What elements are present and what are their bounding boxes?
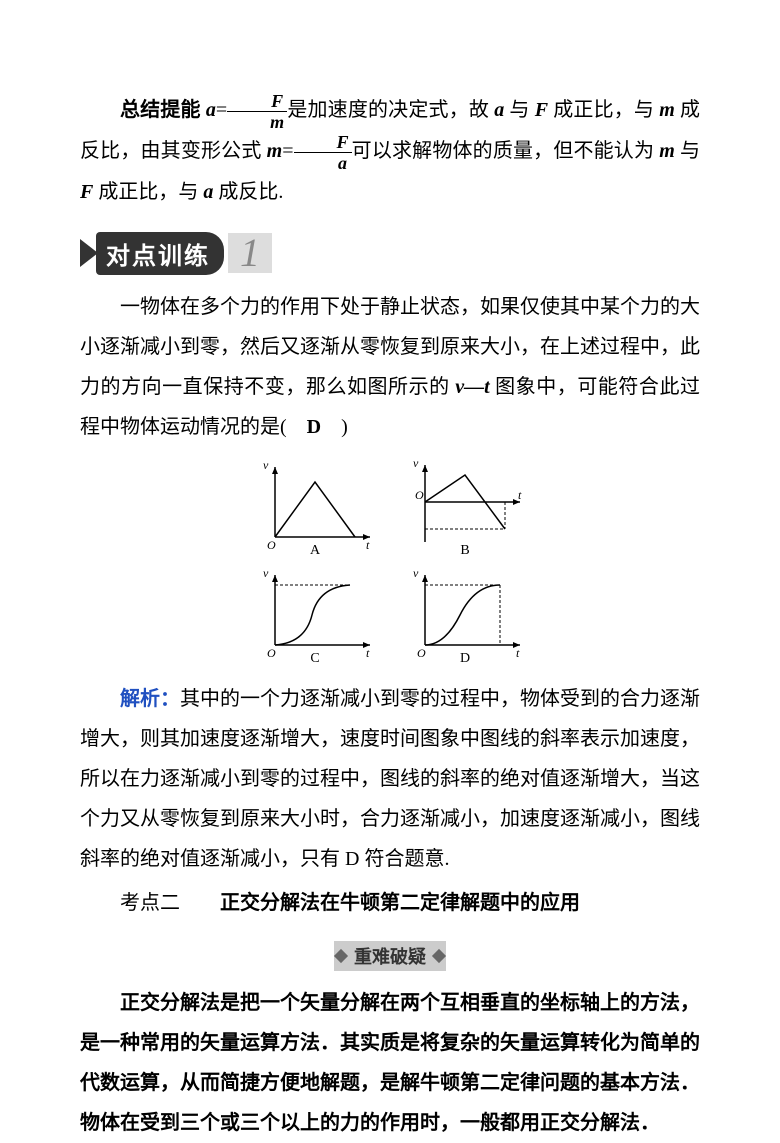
summary-label: 总结提能 [120, 99, 201, 121]
graph-label-d: D [460, 651, 470, 667]
banner-number: 1 [228, 233, 272, 273]
svg-text:v: v [413, 457, 419, 470]
banner-title: 对点训练 [96, 232, 224, 275]
answer-choice: D [307, 416, 321, 438]
svg-text:O: O [267, 538, 276, 552]
analysis-paragraph: 解析：其中的一个力逐渐减小到零的过程中，物体受到的合力逐渐增大，则其加速度逐渐增… [80, 679, 700, 879]
svg-text:v: v [263, 458, 269, 472]
graph-label-c: C [310, 651, 319, 667]
graph-label-a: A [310, 543, 320, 559]
summary-paragraph: 总结提能 a=Fm是加速度的决定式，故 a 与 F 成正比，与 m 成反比，由其… [80, 90, 700, 212]
point2-line: 考点二 正交分解法在牛顿第二定律解题中的应用 [80, 883, 700, 923]
svg-text:v: v [263, 566, 269, 580]
graph-d: v O t D [400, 565, 530, 665]
method-paragraph: 正交分解法是把一个矢量分解在两个互相垂直的坐标轴上的方法，是一种常用的矢量运算方… [80, 983, 700, 1143]
svg-text:t: t [518, 488, 522, 502]
analysis-label: 解析： [120, 688, 180, 710]
svg-text:t: t [516, 646, 520, 660]
document-page: 总结提能 a=Fm是加速度的决定式，故 a 与 F 成正比，与 m 成反比，由其… [0, 0, 780, 1103]
svg-text:O: O [417, 646, 426, 660]
sub-banner-text: 重难破疑 [348, 941, 432, 971]
svg-text:O: O [267, 646, 276, 660]
graph-label-b: B [460, 543, 469, 559]
diamond-icon [334, 949, 348, 963]
svg-text:t: t [366, 538, 370, 552]
svg-text:v: v [413, 566, 419, 580]
graph-a: v O t A [250, 457, 380, 557]
graph-b: v O t B [400, 457, 530, 557]
svg-text:O: O [415, 488, 424, 502]
svg-text:t: t [366, 646, 370, 660]
graph-grid: v O t A v O t B [80, 457, 700, 665]
sub-banner: 重难破疑 [80, 941, 700, 971]
graph-c: v O t C [250, 565, 380, 665]
question-paragraph: 一物体在多个力的作用下处于静止状态，如果仅使其中某个力的大小逐渐减小到零，然后又… [80, 287, 700, 447]
section-banner: 对点训练 1 [80, 232, 700, 275]
fraction-1: Fm [227, 92, 287, 131]
diamond-icon [432, 949, 446, 963]
fraction-2: Fa [294, 133, 352, 172]
